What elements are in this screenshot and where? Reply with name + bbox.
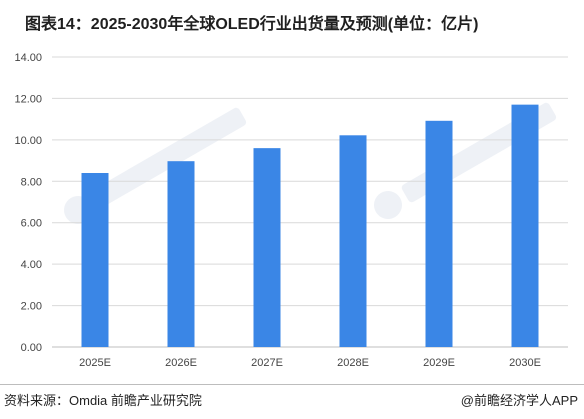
y-tick-label: 4.00 (21, 259, 42, 271)
y-tick-label: 12.00 (14, 93, 42, 105)
bar-2027E (253, 148, 281, 347)
watermark-layer (64, 102, 557, 224)
y-tick-label: 6.00 (21, 218, 42, 230)
y-tick-label: 8.00 (21, 176, 42, 188)
bar-2030E (511, 104, 539, 348)
bar-2025E (81, 173, 109, 347)
credit-note: @前瞻经济学人APP (460, 393, 578, 408)
x-tick-label: 2025E (79, 357, 111, 369)
chart-title: 图表14：2025-2030年全球OLED行业出货量及预测(单位：亿片) (25, 16, 479, 33)
footer-divider (0, 384, 584, 385)
bar-chart: 0.00 2.00 4.00 6.00 8.00 10.00 12.00 14.00 2025… (14, 52, 568, 369)
bars (81, 104, 539, 348)
bar-2028E (339, 135, 367, 347)
y-tick-label: 2.00 (21, 301, 42, 313)
bar-2029E (425, 120, 453, 347)
x-axis-ticks: 2025E 2026E 2027E 2028E 2029E 2030E (79, 357, 541, 369)
gridlines (52, 56, 568, 348)
y-tick-label: 0.00 (21, 342, 42, 354)
source-note: 资料来源：Omdia 前瞻产业研究院 (4, 393, 202, 408)
x-tick-label: 2027E (251, 357, 283, 369)
y-tick-label: 10.00 (14, 135, 42, 147)
y-tick-label: 14.00 (14, 52, 42, 64)
y-axis-ticks: 0.00 2.00 4.00 6.00 8.00 10.00 12.00 14.00 (14, 52, 42, 354)
bar-2026E (167, 161, 195, 347)
x-tick-label: 2030E (509, 357, 541, 369)
x-tick-label: 2028E (337, 357, 369, 369)
x-tick-label: 2029E (423, 357, 455, 369)
x-tick-label: 2026E (165, 357, 197, 369)
